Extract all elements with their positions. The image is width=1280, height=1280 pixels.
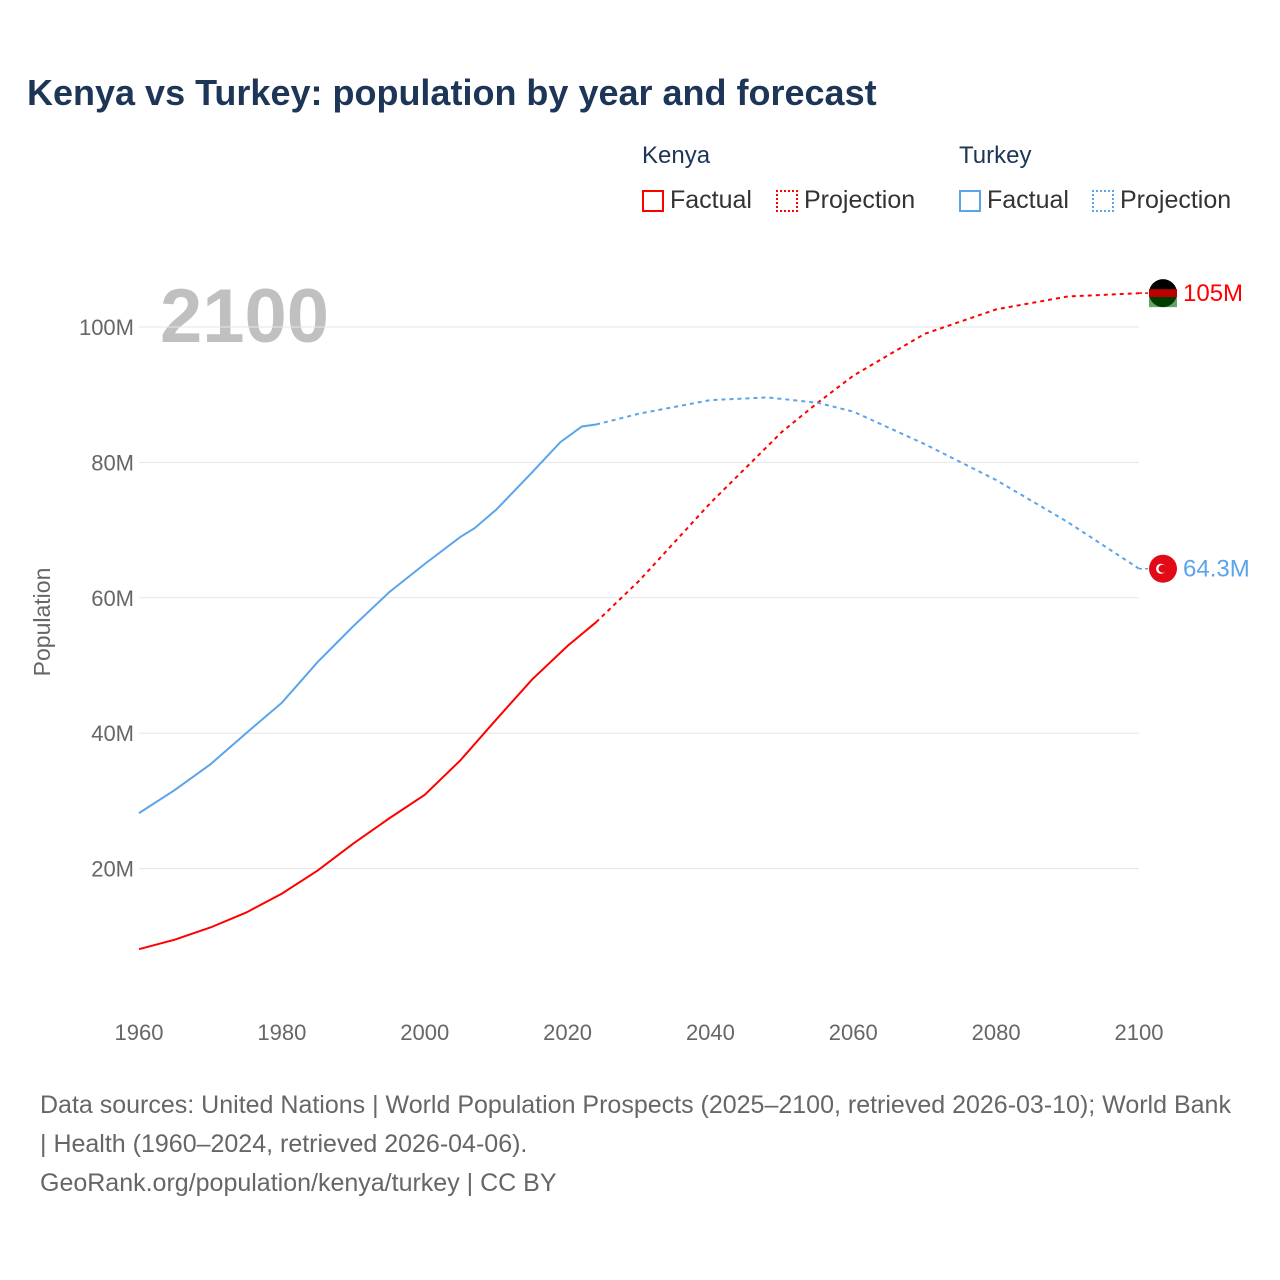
legend-turkey-projection[interactable]: Projection (1092, 186, 1231, 215)
y-tick-label: 60M (91, 586, 134, 611)
year-label: 2100 (160, 274, 329, 359)
x-tick-label: 2100 (1115, 1020, 1164, 1045)
legend-label: Projection (1120, 186, 1232, 214)
legend-group-kenya: Kenya (642, 142, 711, 169)
legend-kenya-projection[interactable]: Projection (776, 186, 915, 215)
chart-title: Kenya vs Turkey: population by year and … (27, 72, 877, 113)
legend-group-turkey: Turkey (959, 142, 1032, 169)
end-value-label-kenya: 105M (1183, 280, 1243, 307)
legend-label: Factual (670, 186, 752, 214)
legend-turkey-factual[interactable]: Factual (959, 186, 1069, 215)
data-sources: Data sources: United Nations | World Pop… (40, 1091, 1231, 1158)
x-tick-label: 1980 (257, 1020, 306, 1045)
y-tick-label: 20M (91, 857, 134, 882)
x-tick-label: 2040 (686, 1020, 735, 1045)
legend-label: Projection (804, 186, 916, 214)
x-tick-label: 2000 (400, 1020, 449, 1045)
end-value-label-turkey: 64.3M (1183, 556, 1250, 583)
series-turkey-factual-line (138, 423, 597, 814)
legend-swatch (1092, 189, 1114, 212)
legend-kenya-factual[interactable]: Factual (642, 186, 752, 215)
attribution-link[interactable]: GeoRank.org/population/kenya/turkey | CC… (40, 1169, 557, 1197)
x-tick-label: 1960 (115, 1020, 164, 1045)
y-axis-label: Population (29, 568, 55, 677)
y-tick-label: 80M (91, 450, 134, 475)
legend-label: Factual (987, 186, 1069, 214)
x-tick-label: 2080 (972, 1020, 1021, 1045)
legend-swatch (776, 189, 798, 212)
series-kenya-projection-line (595, 292, 1140, 623)
x-tick-label: 2060 (829, 1020, 878, 1045)
kenya-flag-icon (1149, 289, 1177, 298)
footer: Data sources: United Nations | World Pop… (40, 1086, 1240, 1203)
y-tick-label: 40M (91, 721, 134, 746)
turkey-flag-icon (1158, 564, 1167, 573)
kenya-flag-icon (1149, 297, 1177, 308)
series-kenya-factual-line (138, 621, 597, 951)
legend-swatch (642, 189, 664, 212)
legend-swatch (959, 189, 981, 212)
x-tick-label: 2020 (543, 1020, 592, 1045)
y-tick-label: 100M (79, 315, 134, 340)
series-turkey-projection-line (595, 396, 1140, 570)
